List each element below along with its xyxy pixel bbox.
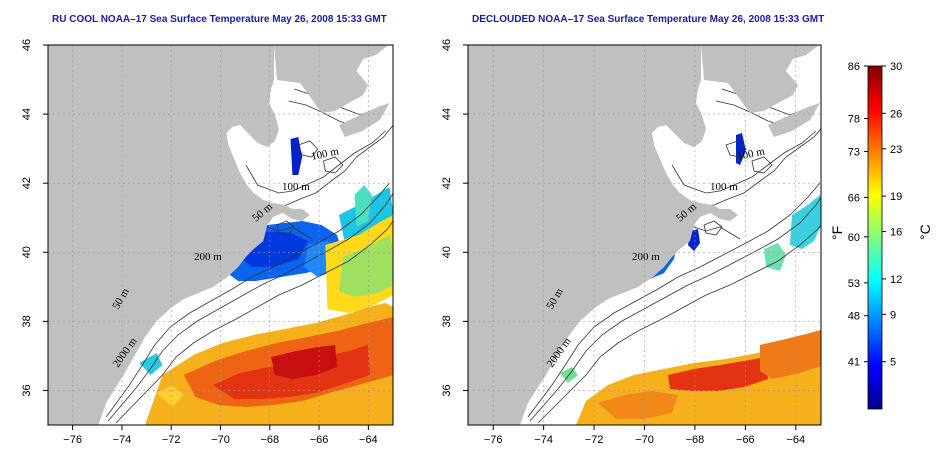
celsius-tick-label: 12 <box>890 274 902 286</box>
celsius-tick-label: 16 <box>890 227 902 239</box>
right-axis-ticks: −76 −74 −72 −70 −68 −66 −64 36 38 40 42 44 46 <box>441 39 805 446</box>
y-tick-label: 38 <box>441 315 453 327</box>
fahrenheit-tick-label: 53 <box>848 278 860 290</box>
x-tick-label: −72 <box>585 434 604 446</box>
contour-label: 200 m <box>632 251 660 263</box>
celsius-tick-label: 9 <box>890 309 896 321</box>
contour-label: 100 m <box>282 181 310 193</box>
x-tick-label: −76 <box>484 434 503 446</box>
x-tick-label: −76 <box>63 434 82 446</box>
colorbar-scale <box>867 65 883 410</box>
y-tick-label: 42 <box>441 177 453 189</box>
x-tick-label: −70 <box>211 434 230 446</box>
celsius-tick-label: 5 <box>890 357 896 369</box>
x-tick-label: −64 <box>786 434 805 446</box>
fahrenheit-tick-label: 41 <box>848 357 860 369</box>
contour-label: 200 m <box>194 251 222 263</box>
x-tick-label: −64 <box>359 434 378 446</box>
y-tick-label: 40 <box>21 246 33 258</box>
y-tick-label: 44 <box>441 108 453 120</box>
contour-label: 100 m <box>310 145 340 163</box>
fahrenheit-tick-label: 48 <box>848 311 860 323</box>
colorbar: 30 26 23 19 16 12 9 5 86 78 73 66 60 53 48 41 °F °C <box>829 61 933 410</box>
right-panel-title: DECLOUDED NOAA–17 Sea Surface Temperatur… <box>472 14 824 25</box>
left-axis-ticks: −76 −74 −72 −70 −68 −66 −64 36 38 40 42 44 46 <box>21 39 378 446</box>
x-tick-label: −66 <box>310 434 329 446</box>
y-tick-label: 46 <box>21 39 33 51</box>
fahrenheit-tick-label: 66 <box>848 192 860 204</box>
right-graticule <box>468 45 821 425</box>
celsius-tick-label: 23 <box>890 144 902 156</box>
fahrenheit-tick-label: 78 <box>848 114 860 126</box>
y-tick-label: 36 <box>21 384 33 396</box>
x-tick-label: −68 <box>686 434 705 446</box>
fahrenheit-tick-label: 86 <box>848 61 860 73</box>
x-tick-label: −74 <box>534 434 553 446</box>
y-tick-label: 40 <box>441 246 453 258</box>
x-tick-label: −74 <box>113 434 132 446</box>
fahrenheit-unit: °F <box>829 226 845 240</box>
celsius-tick-label: 30 <box>890 61 902 73</box>
y-tick-label: 42 <box>21 177 33 189</box>
celsius-tick-label: 26 <box>890 108 902 120</box>
colorbar-ticks: 30 26 23 19 16 12 9 5 86 78 73 66 60 53 48 41 <box>848 61 903 369</box>
left-graticule <box>48 45 393 425</box>
celsius-tick-label: 19 <box>890 191 902 203</box>
y-tick-label: 46 <box>441 39 453 51</box>
y-tick-label: 38 <box>21 315 33 327</box>
fahrenheit-tick-label: 60 <box>848 232 860 244</box>
x-tick-label: −70 <box>635 434 654 446</box>
y-tick-label: 44 <box>21 108 33 120</box>
celsius-unit: °C <box>917 224 933 240</box>
x-tick-label: −66 <box>736 434 755 446</box>
x-tick-label: −72 <box>162 434 181 446</box>
y-tick-label: 36 <box>441 384 453 396</box>
contour-label: 100 m <box>710 181 738 193</box>
left-panel-title: RU COOL NOAA–17 Sea Surface Temperature … <box>52 14 387 25</box>
x-tick-label: −68 <box>260 434 279 446</box>
contour-label: 100 m <box>736 145 766 163</box>
fahrenheit-tick-label: 73 <box>848 146 860 158</box>
